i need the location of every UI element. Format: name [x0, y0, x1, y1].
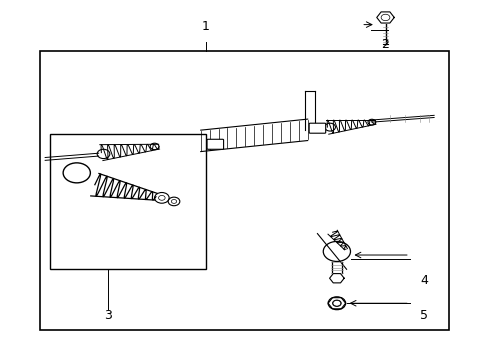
Text: 2: 2 [381, 38, 388, 51]
Text: 5: 5 [420, 309, 427, 322]
Text: 4: 4 [420, 274, 427, 287]
Text: 1: 1 [201, 20, 209, 33]
Polygon shape [376, 12, 393, 23]
FancyBboxPatch shape [308, 123, 325, 133]
Polygon shape [327, 298, 345, 309]
Text: 3: 3 [104, 309, 112, 322]
Polygon shape [329, 274, 344, 283]
Bar [40, 51, 448, 330]
Bar [50, 134, 205, 269]
FancyBboxPatch shape [206, 139, 223, 149]
